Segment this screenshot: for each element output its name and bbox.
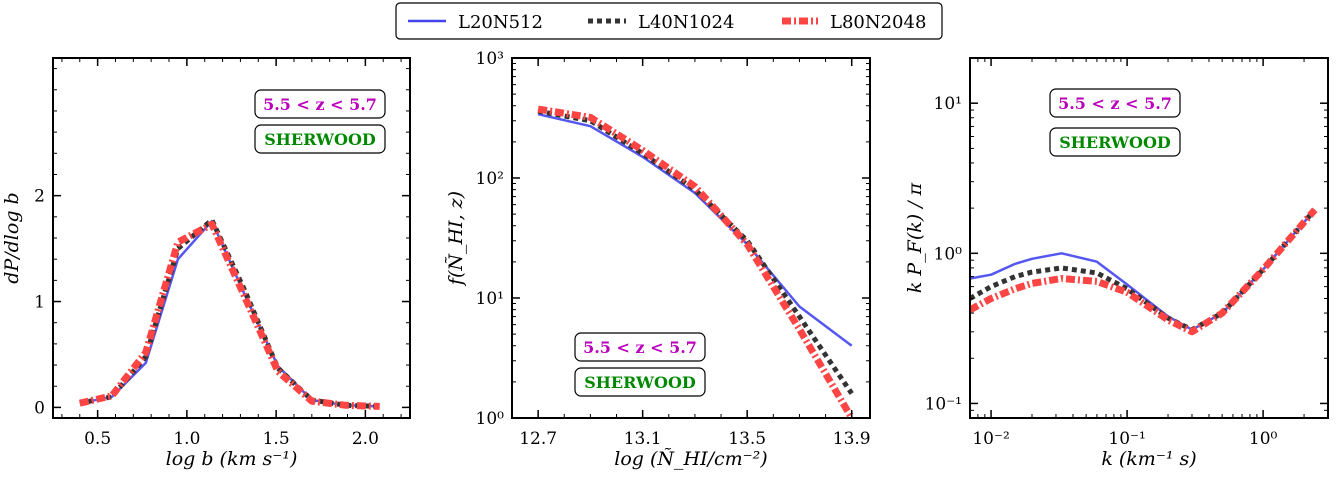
- x-tick-label: 10⁻²: [972, 429, 1009, 449]
- legend-frame: [395, 2, 943, 40]
- annotation-simulation: SHERWOOD: [1059, 133, 1171, 152]
- y-tick-label: 10⁰: [934, 244, 963, 264]
- y-tick-label: 10⁻¹: [925, 394, 962, 414]
- legend-label-l20n512: L20N512: [458, 12, 543, 33]
- annotation-redshift: 5.5 < z < 5.7: [1058, 94, 1172, 113]
- y-tick-label: 0: [34, 398, 45, 418]
- series-line-l80n2048: [537, 105, 855, 418]
- y-tick-label: 10¹: [934, 94, 962, 114]
- series-group: [537, 105, 855, 418]
- x-axis-label: log b (km s⁻¹): [166, 448, 298, 470]
- series-line-l20n512: [537, 112, 853, 347]
- y-tick-label: 10²: [476, 169, 504, 189]
- series-line-l80n2048: [79, 220, 380, 410]
- annotation-box-simulation: [254, 124, 386, 154]
- x-tick-label: 13.9: [833, 429, 871, 449]
- x-axis-label: log (Ñ_HI/cm⁻²): [614, 447, 767, 470]
- series-group: [970, 207, 1318, 336]
- x-tick-label: 1.0: [173, 429, 200, 449]
- series-line-l40n1024: [537, 108, 854, 395]
- panel-column-density: 12.7 13.1 13.5 13.9 10⁰ 10¹ 10² 10³ log (Ñ_HI/cm…: [444, 49, 871, 470]
- x-axis-label: k (km⁻¹ s): [1101, 448, 1196, 470]
- annotation-simulation: SHERWOOD: [264, 130, 376, 149]
- y-axis-label: f(Ñ_HI, z): [444, 191, 467, 287]
- x-tick-label: 13.5: [728, 429, 766, 449]
- annotation-redshift: 5.5 < z < 5.7: [583, 338, 697, 357]
- y-axis-label: dP/dlog b: [1, 192, 23, 283]
- legend-label-l80n2048: L80N2048: [830, 12, 926, 33]
- x-tick-label: 1.5: [263, 429, 290, 449]
- panel-b-distribution: 0.5 1.0 1.5 2.0 0 1 2 log b (km s⁻¹) dP/dlog b 5.…: [1, 57, 411, 470]
- annotation-box-simulation: [574, 367, 706, 397]
- series-group: [79, 217, 380, 410]
- x-tick-label: 2.0: [352, 429, 379, 449]
- panel-flux-power: 10⁻² 10⁻¹ 10⁰ 10⁻¹ 10⁰ 10¹ k (km⁻¹ s) k P_F(k) …: [904, 57, 1329, 470]
- annotation-box-simulation: [1049, 127, 1181, 157]
- y-tick-label: 10¹: [476, 289, 504, 309]
- plot-frame: [969, 57, 1329, 419]
- x-tick-label: 10⁻¹: [1108, 429, 1145, 449]
- annotation-redshift: 5.5 < z < 5.7: [263, 95, 377, 114]
- annotation-simulation: SHERWOOD: [584, 373, 696, 392]
- legend: L20N512 L40N1024 L80N2048: [395, 2, 943, 40]
- series-line-l40n1024: [970, 208, 1317, 333]
- y-tick-label: 1: [34, 293, 45, 313]
- annotation-box-redshift: [574, 332, 706, 362]
- series-line-l80n2048: [970, 207, 1318, 336]
- legend-label-l40n1024: L40N1024: [638, 12, 734, 33]
- annotation-box-redshift: [1049, 88, 1181, 118]
- y-axis-label: k P_F(k) / π: [904, 182, 926, 293]
- x-tick-label: 12.7: [519, 429, 557, 449]
- annotation-box-redshift: [254, 89, 386, 119]
- x-tick-label: 0.5: [84, 429, 111, 449]
- y-tick-label: 10⁰: [476, 409, 505, 429]
- y-tick-label: 2: [34, 187, 45, 207]
- x-tick-label: 13.1: [624, 429, 662, 449]
- plot-frame: [511, 57, 871, 419]
- x-tick-label: 10⁰: [1249, 429, 1278, 449]
- y-tick-label: 10³: [476, 49, 504, 69]
